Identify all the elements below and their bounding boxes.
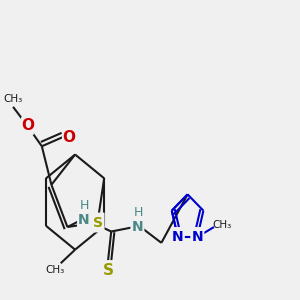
Text: N: N: [191, 230, 203, 244]
Text: CH₃: CH₃: [45, 265, 64, 275]
FancyBboxPatch shape: [171, 227, 185, 247]
FancyBboxPatch shape: [91, 212, 105, 232]
Text: CH₃: CH₃: [3, 94, 23, 104]
Text: H: H: [80, 199, 89, 212]
Text: N: N: [172, 230, 184, 244]
Text: S: S: [92, 215, 103, 230]
Text: O: O: [62, 130, 75, 145]
FancyBboxPatch shape: [130, 217, 144, 237]
Text: H: H: [134, 206, 143, 219]
FancyBboxPatch shape: [77, 210, 91, 230]
Text: CH₃: CH₃: [212, 220, 232, 230]
Text: N: N: [132, 220, 143, 234]
FancyBboxPatch shape: [101, 260, 115, 280]
Text: O: O: [21, 118, 34, 134]
Text: S: S: [103, 262, 113, 278]
FancyBboxPatch shape: [21, 117, 34, 135]
FancyBboxPatch shape: [190, 227, 204, 247]
Text: N: N: [78, 213, 90, 227]
FancyBboxPatch shape: [62, 128, 75, 146]
